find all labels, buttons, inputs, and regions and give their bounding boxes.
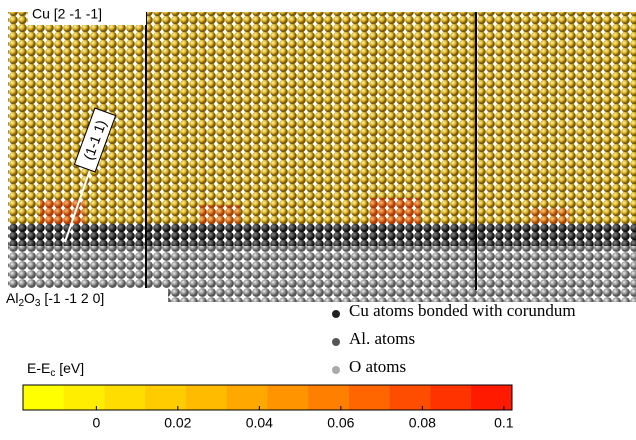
colorbar-block — [63, 385, 105, 410]
tick-label: 0 — [92, 415, 100, 431]
colorbar-block — [430, 385, 472, 410]
text: E-E — [27, 360, 50, 376]
tick-label: 0.04 — [246, 415, 273, 431]
colorbar-block — [389, 385, 431, 410]
text: Al — [6, 290, 18, 306]
subscript: 3 — [35, 298, 41, 309]
legend-marker — [332, 366, 340, 374]
tick-label: 0.08 — [409, 415, 436, 431]
tick-label: 0.1 — [494, 415, 514, 431]
legend: Cu atoms bonded with corundum Al. atoms O … — [332, 301, 576, 376]
label-box — [28, 5, 146, 25]
subscript: c — [50, 368, 55, 379]
colorbar-block — [308, 385, 350, 410]
tick-label: 0.02 — [164, 415, 191, 431]
substrate-label: Al2O3 [-1 -1 2 0] — [6, 290, 104, 309]
text: O — [24, 290, 35, 306]
colorbar-block — [226, 385, 268, 410]
colorbar-block — [145, 385, 187, 410]
colorbar-frame — [22, 384, 513, 411]
legend-marker — [332, 310, 340, 318]
subscript: 2 — [18, 298, 24, 309]
label-box — [0, 288, 168, 310]
tick-label: 0.06 — [327, 415, 354, 431]
colorbar: 0 0.02 0.04 0.06 0.08 0.1 — [22, 384, 514, 431]
direction-label: Cu [2 -1 -1] — [32, 6, 102, 22]
colorbar-block — [104, 385, 146, 410]
colorbar-block — [23, 385, 65, 410]
colorbar-block — [471, 385, 513, 410]
colorbar-block — [349, 385, 391, 410]
legend-text: O atoms — [349, 357, 406, 376]
text: [-1 -1 2 0] — [40, 290, 104, 306]
legend-text: Cu atoms bonded with corundum — [349, 301, 576, 320]
colorbar-block — [186, 385, 228, 410]
atom-image — [8, 12, 636, 302]
legend-text: Al. atoms — [349, 329, 415, 348]
text: [eV] — [55, 360, 84, 376]
colorbar-title: E-Ec [eV] — [27, 360, 84, 379]
colorbar-block — [267, 385, 309, 410]
legend-marker — [332, 338, 340, 346]
